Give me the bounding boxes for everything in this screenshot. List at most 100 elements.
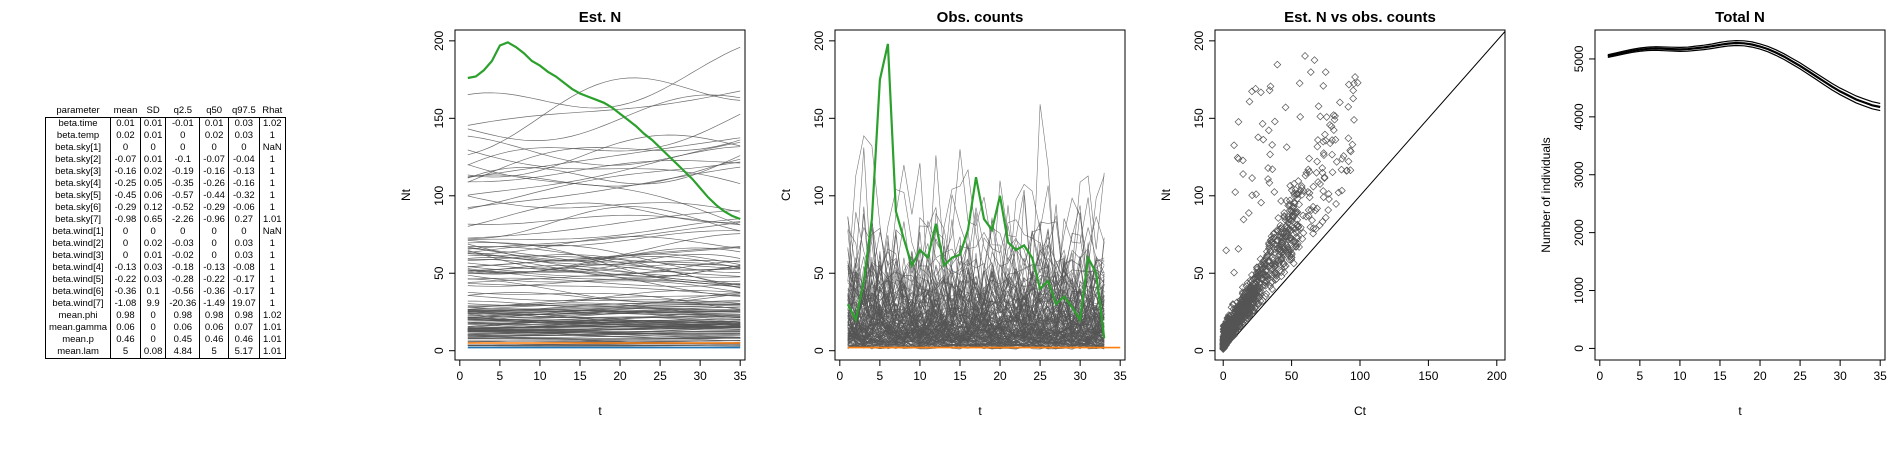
background-series-line <box>467 295 741 304</box>
table-cell: -0.25 <box>110 178 141 190</box>
x-tick-label: 0 <box>1220 369 1227 383</box>
scatter-point <box>1238 312 1247 321</box>
scatter-point <box>1344 103 1353 111</box>
scatter-point <box>1219 345 1228 353</box>
scatter-point <box>1349 86 1358 95</box>
table-row: beta.wind[7] -1.08 9.9 -20.36 -1.49 19.07 1 <box>44 298 286 310</box>
scatter-point <box>1265 86 1274 95</box>
table-cell: -0.07 <box>199 154 229 166</box>
background-series-line <box>847 284 1105 336</box>
table-row: beta.time 0.01 0.01 -0.01 0.01 0.03 1.02 <box>44 117 286 130</box>
table-cell: 0.98 <box>110 310 141 322</box>
y-tick-label: 4000 <box>1572 103 1586 130</box>
table-cell: beta.time <box>44 117 111 130</box>
table-cell: 0.07 <box>227 322 260 334</box>
scatter-point <box>1239 215 1248 224</box>
x-tick-label: 0 <box>836 369 843 383</box>
scatter-point <box>1348 140 1357 149</box>
scatter-point <box>1230 268 1238 277</box>
background-series-line <box>847 230 1105 333</box>
scatter-point <box>1266 246 1275 255</box>
scatter-point <box>1277 232 1286 241</box>
table-cell: 0.02 <box>139 166 166 178</box>
background-series-line <box>467 329 741 335</box>
x-tick-label: 35 <box>1114 369 1128 383</box>
table-header-4: q50 <box>206 105 223 116</box>
table-cell: -0.16 <box>227 178 260 190</box>
table-cell: -0.08 <box>227 262 260 274</box>
scatter-point <box>1257 287 1265 296</box>
scatter-point <box>1328 150 1336 159</box>
table-cell: 1 <box>258 250 286 262</box>
scatter-point <box>1343 166 1351 175</box>
scatter-point <box>1305 167 1314 176</box>
table-cell: beta.sky[3] <box>44 166 111 178</box>
x-axis-label: t <box>1738 404 1742 418</box>
table-cell: 0.98 <box>227 310 260 322</box>
table-cell: -0.04 <box>227 154 260 166</box>
x-tick-label: 20 <box>1753 369 1767 383</box>
table-row: beta.wind[1] 0 0 0 0 0 NaN <box>44 226 286 238</box>
x-tick-label: 30 <box>1833 369 1847 383</box>
background-series-line <box>467 313 741 323</box>
table-cell: beta.sky[2] <box>44 154 111 166</box>
table-cell: -0.28 <box>165 274 200 286</box>
x-tick-label: 10 <box>533 369 547 383</box>
scatter-point <box>1228 315 1237 324</box>
scatter-point <box>1351 73 1359 81</box>
scatter-point <box>1278 233 1287 242</box>
table-cell: -0.36 <box>199 286 229 298</box>
table-row: beta.sky[7] -0.98 0.65 -2.26 -0.96 0.27 1.01 <box>44 214 286 226</box>
scatter-point <box>1302 212 1311 221</box>
scatter-point <box>1339 152 1348 160</box>
table-header-0: parameter <box>56 105 100 116</box>
x-tick-label: 5 <box>877 369 884 383</box>
table-row: mean.gamma 0.06 0 0.06 0.06 0.07 1.01 <box>44 322 286 334</box>
background-series-line <box>467 113 741 166</box>
scatter-point <box>1313 142 1322 151</box>
scatter-point <box>1305 189 1314 197</box>
table-cell: 0.05 <box>139 178 166 190</box>
background-series-line <box>467 90 741 126</box>
scatter-point <box>1309 202 1317 211</box>
table-cell: 0 <box>139 226 166 238</box>
table-cell: 0 <box>139 310 166 322</box>
background-series-line <box>467 254 741 285</box>
scatter-point <box>1283 224 1291 233</box>
table-row: beta.wind[4] -0.13 0.03 -0.18 -0.13 -0.08 1 <box>44 262 286 274</box>
scatter-point <box>1319 82 1328 90</box>
table-cell: -0.52 <box>165 202 200 214</box>
scatter-point <box>1291 186 1300 194</box>
table-cell: beta.wind[6] <box>44 286 111 298</box>
table-cell: 5 <box>199 346 229 359</box>
scatter-point <box>1253 265 1261 274</box>
scatter-point <box>1313 157 1321 166</box>
plot-panel-0: Est. N 0 5 10 15 20 25 30 35 0 50 100 150 200 t Nt <box>399 9 747 418</box>
scatter-point <box>1246 294 1255 303</box>
x-tick-label: 30 <box>1073 369 1087 383</box>
scatter-point <box>1246 276 1255 284</box>
table-cell: 0.46 <box>227 334 260 346</box>
scatter-point <box>1258 265 1267 273</box>
scatter-point <box>1272 269 1281 278</box>
scatter-point <box>1344 157 1353 166</box>
table-row: beta.wind[3] 0 0.01 -0.02 0 0.03 1 <box>44 250 286 262</box>
table-cell: 0 <box>227 142 260 154</box>
x-tick-label: 15 <box>1713 369 1727 383</box>
x-tick-label: 200 <box>1487 369 1507 383</box>
scatter-point <box>1249 291 1258 300</box>
background-series-line <box>467 206 741 239</box>
x-tick-label: 15 <box>953 369 967 383</box>
background-series-line <box>467 137 741 178</box>
table-cell: -0.96 <box>199 214 229 226</box>
background-series-line <box>847 308 1105 341</box>
table-cell: 0.01 <box>139 154 166 166</box>
scatter-point <box>1264 273 1272 281</box>
table-cell: 1 <box>258 238 286 250</box>
table-cell: 1.01 <box>258 322 286 334</box>
table-cell: 0.06 <box>165 322 200 334</box>
table-cell: beta.wind[4] <box>44 262 111 274</box>
scatter-point <box>1289 212 1297 221</box>
series-group <box>1607 39 1881 112</box>
scatter-point <box>1309 182 1318 191</box>
